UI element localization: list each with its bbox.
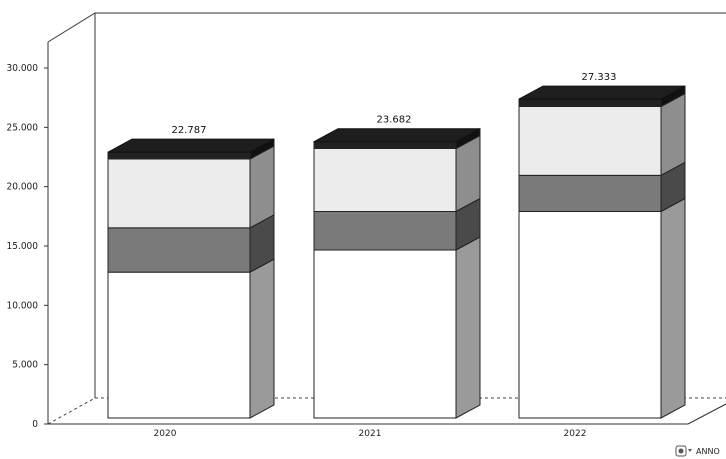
total-labels: 22.787 23.682 27.333 [172, 72, 617, 136]
bar-segment-front [313, 211, 457, 251]
x-tick-label: 2022 [564, 429, 587, 439]
y-tick-label: 5.000 [12, 360, 38, 371]
y-tick-label: 10.000 [7, 300, 39, 311]
y-axis: 0 5.000 10.000 15.000 20.000 25.000 30.000 [7, 63, 48, 430]
y-tick-label: 25.000 [7, 122, 39, 133]
bar-segment-side [249, 145, 275, 229]
bar-total-label: 23.682 [377, 115, 412, 126]
x-tick-label: 2020 [154, 429, 177, 439]
bar-segment-front [518, 211, 662, 419]
bar-segment-side [455, 236, 481, 419]
x-axis: 2020 2021 2022 [154, 429, 587, 439]
bar-segment-side [249, 258, 275, 419]
bar-segment-front [518, 174, 662, 212]
bar-segment-front [313, 141, 457, 150]
x-axis-title: ANNO [696, 447, 720, 456]
y-tick-label: 20.000 [7, 182, 39, 193]
bar-segment-side [660, 92, 686, 177]
bar-top-face [107, 138, 275, 153]
chart-icon [675, 445, 692, 457]
bar-segment-front [313, 148, 457, 212]
floor-right-edge [687, 403, 726, 425]
bar-segment-front [518, 106, 662, 176]
y-tick-label: 15.000 [7, 241, 39, 252]
axis-title-group[interactable]: ANNO [675, 445, 720, 457]
y-tick-label: 30.000 [7, 63, 39, 74]
bar-segment-front [107, 151, 251, 160]
bar-segment-side [660, 197, 686, 419]
x-tick-label: 2021 [359, 429, 382, 439]
bar-total-label: 22.787 [172, 125, 207, 136]
frame-top-edge [47, 12, 726, 43]
bar-segment-front [518, 98, 662, 107]
bar-segment-front [107, 271, 251, 419]
bar-top-face [518, 85, 686, 100]
bar-segment-front [107, 158, 251, 229]
bar-segment-front [107, 227, 251, 273]
floor-left-edge [47, 397, 96, 425]
chart-frame [47, 12, 726, 425]
bar-total-label: 27.333 [582, 72, 617, 83]
bar-segment-front [313, 249, 457, 419]
bar-top-face [313, 128, 481, 143]
y-tick-label: 0 [32, 419, 38, 430]
bars-layer [107, 85, 686, 419]
